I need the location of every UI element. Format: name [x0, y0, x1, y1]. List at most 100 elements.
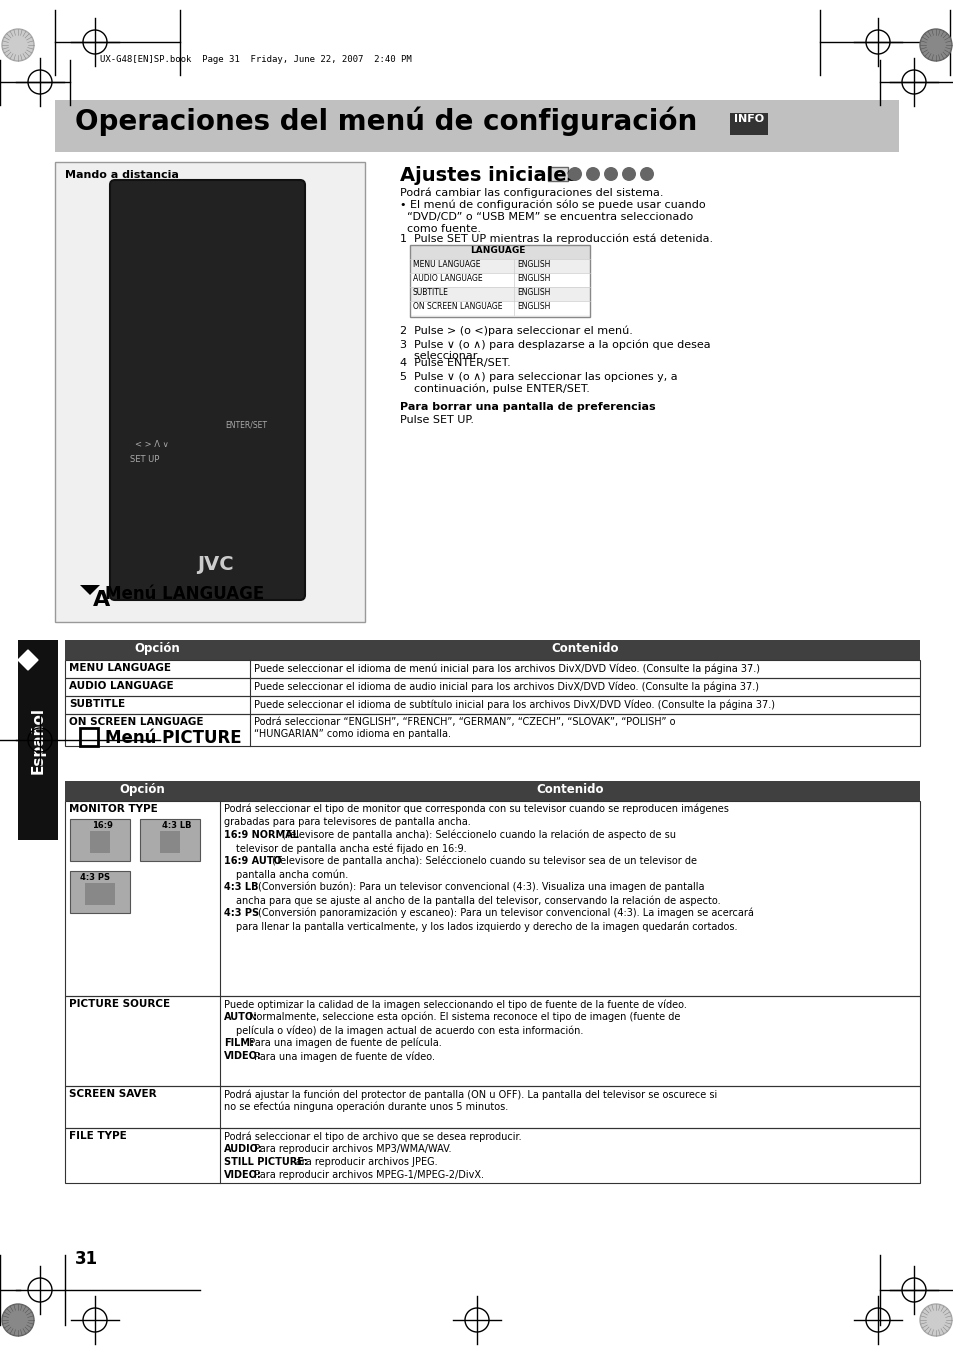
Bar [85, 884, 115, 905]
Text: 3  Pulse ∨ (o ∧) para desplazarse a la opción que desea
    seleccionar.: 3 Pulse ∨ (o ∧) para desplazarse a la op… [399, 339, 710, 361]
Bar [70, 819, 130, 861]
Text: FILE TYPE: FILE TYPE [69, 1131, 127, 1142]
Circle shape [639, 168, 654, 181]
Text: SUBTITLE: SUBTITLE [413, 288, 449, 297]
Circle shape [919, 28, 951, 61]
Bar [65, 661, 919, 678]
Text: ENGLISH: ENGLISH [517, 274, 550, 282]
Text: Para reproducir archivos JPEG.: Para reproducir archivos JPEG. [287, 1156, 437, 1167]
Bar [255, 308, 286, 330]
Bar [410, 286, 589, 301]
Bar [255, 346, 286, 367]
Polygon shape [80, 585, 100, 594]
Text: Opción: Opción [119, 784, 165, 796]
Text: pantalla ancha común.: pantalla ancha común. [235, 869, 348, 880]
Text: 16:9: 16:9 [91, 821, 112, 830]
Circle shape [2, 1304, 34, 1336]
Text: Menú PICTURE: Menú PICTURE [105, 730, 241, 747]
Bar [130, 270, 160, 292]
Bar [130, 308, 160, 330]
Text: ENGLISH: ENGLISH [517, 288, 550, 297]
Text: Menú LANGUAGE: Menú LANGUAGE [105, 585, 264, 603]
Bar [65, 1086, 919, 1128]
Text: 16:9 AUTO: 16:9 AUTO [224, 857, 285, 866]
Bar [255, 308, 286, 330]
Text: ENGLISH: ENGLISH [517, 259, 550, 269]
Bar [65, 678, 919, 696]
Bar [130, 384, 160, 407]
Text: 16:9 NORMAL: 16:9 NORMAL [224, 830, 302, 840]
Bar [130, 499, 160, 520]
Text: VIDEO:: VIDEO: [224, 1170, 262, 1179]
Bar [172, 308, 202, 330]
Bar [213, 536, 244, 558]
Bar [160, 831, 180, 852]
Circle shape [603, 168, 618, 181]
Bar [172, 346, 202, 367]
Text: AUTO:: AUTO: [224, 1012, 258, 1021]
Circle shape [2, 28, 34, 61]
Text: SUBTITLE: SUBTITLE [69, 698, 125, 709]
Bar [255, 459, 286, 482]
Text: Podrá seleccionar “ENGLISH”, “FRENCH”, “GERMAN”, “CZECH”, “SLOVAK”, “POLISH” o
“: Podrá seleccionar “ENGLISH”, “FRENCH”, “… [253, 717, 675, 739]
Text: ON SCREEN LANGUAGE: ON SCREEN LANGUAGE [69, 717, 203, 727]
Bar [213, 384, 244, 407]
FancyBboxPatch shape [110, 180, 305, 600]
Text: Para borrar una pantalla de preferencias: Para borrar una pantalla de preferencias [399, 403, 655, 412]
Text: AUDIO LANGUAGE: AUDIO LANGUAGE [69, 681, 173, 690]
Circle shape [919, 1304, 951, 1336]
Bar [65, 696, 919, 713]
Bar [65, 640, 919, 661]
Text: Mando a distancia: Mando a distancia [65, 170, 179, 180]
Bar [65, 996, 919, 1086]
Bar [130, 308, 160, 330]
Bar [65, 713, 919, 746]
Bar [213, 536, 244, 558]
Text: Puede seleccionar el idioma de audio inicial para los archivos DivX/DVD Vídeo. (: Puede seleccionar el idioma de audio ini… [253, 681, 759, 692]
Bar [255, 536, 286, 558]
Circle shape [585, 168, 599, 181]
Text: Español: Español [30, 707, 46, 774]
Bar [65, 996, 919, 1086]
Bar [18, 640, 58, 840]
Bar [192, 409, 222, 435]
Text: Contenido: Contenido [536, 784, 603, 796]
Text: Puede optimizar la calidad de la imagen seleccionando el tipo de fuente de la fu: Puede optimizar la calidad de la imagen … [224, 998, 686, 1009]
Bar [410, 245, 589, 317]
Bar [213, 308, 244, 330]
Bar [172, 270, 202, 292]
Text: < > Λ ∨: < > Λ ∨ [135, 440, 169, 449]
Bar [172, 308, 202, 330]
Text: AUDIO LANGUAGE: AUDIO LANGUAGE [413, 274, 482, 282]
Text: 2  Pulse > (o <)para seleccionar el menú.: 2 Pulse > (o <)para seleccionar el menú. [399, 326, 632, 335]
Bar [255, 536, 286, 558]
Bar [255, 270, 286, 292]
Bar [255, 422, 286, 444]
Bar [410, 259, 589, 273]
Bar [172, 536, 202, 558]
Bar [213, 308, 244, 330]
Text: (Televisore de pantalla ancha): Seléccionelo cuando la relación de aspecto de su: (Televisore de pantalla ancha): Seléccio… [281, 830, 675, 840]
Text: (Conversión buzón): Para un televisor convencional (4:3). Visualiza una imagen d: (Conversión buzón): Para un televisor co… [257, 882, 703, 893]
Text: LANGUAGE: LANGUAGE [470, 246, 525, 255]
Bar [130, 422, 160, 444]
Bar [172, 536, 202, 558]
Text: (Televisore de pantalla ancha): Seléccionelo cuando su televisor sea de un telev: (Televisore de pantalla ancha): Seléccio… [272, 857, 697, 866]
Text: 4  Pulse ENTER/SET.: 4 Pulse ENTER/SET. [399, 358, 510, 367]
Bar [213, 499, 244, 520]
Text: Podrá seleccionar el tipo de archivo que se desea reproducir.: Podrá seleccionar el tipo de archivo que… [224, 1131, 521, 1142]
Bar [194, 434, 216, 451]
Text: 5  Pulse ∨ (o ∧) para seleccionar las opciones y, a
    continuación, pulse ENTE: 5 Pulse ∨ (o ∧) para seleccionar las opc… [399, 372, 677, 394]
Bar [213, 384, 244, 407]
Bar [130, 499, 160, 520]
Text: A: A [92, 590, 111, 611]
Bar [65, 801, 919, 996]
Bar [172, 415, 196, 434]
Text: ENTER/SET: ENTER/SET [225, 420, 267, 430]
Text: Para reproducir archivos MPEG-1/MPEG-2/DivX.: Para reproducir archivos MPEG-1/MPEG-2/D… [251, 1170, 483, 1179]
Text: 1  Pulse SET UP mientras la reproducción está detenida.: 1 Pulse SET UP mientras la reproducción … [399, 234, 713, 245]
Bar [130, 346, 160, 367]
Text: televisor de pantalla ancha esté fijado en 16:9.: televisor de pantalla ancha esté fijado … [235, 843, 466, 854]
Text: 4:3 LB: 4:3 LB [224, 882, 262, 892]
Bar [172, 422, 202, 444]
